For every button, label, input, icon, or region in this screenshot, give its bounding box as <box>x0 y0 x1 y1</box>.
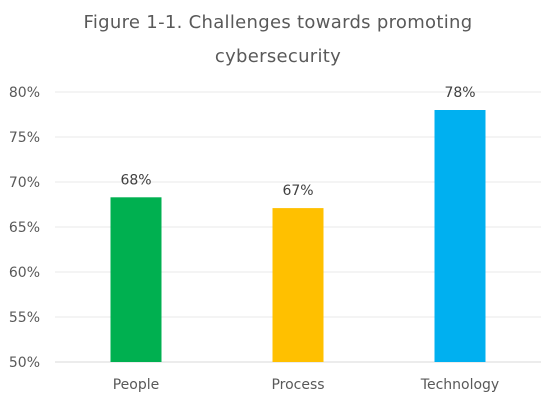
y-tick-label: 75% <box>9 130 40 146</box>
data-label-technology: 78% <box>444 85 475 101</box>
data-label-people: 68% <box>120 172 151 188</box>
x-tick-label: Process <box>271 377 324 393</box>
y-tick-label: 55% <box>9 310 40 326</box>
data-label-process: 67% <box>282 183 313 199</box>
y-tick-label: 80% <box>9 85 40 101</box>
x-tick-label: People <box>113 377 160 393</box>
bar-technology <box>434 110 486 362</box>
bar-people <box>110 197 162 362</box>
y-tick-label: 50% <box>9 355 40 371</box>
x-tick-label: Technology <box>420 377 499 393</box>
chart-title-line-2: cybersecurity <box>214 46 342 67</box>
y-tick-label: 60% <box>9 265 40 281</box>
y-tick-label: 65% <box>9 220 40 236</box>
y-tick-label: 70% <box>9 175 40 191</box>
bar-process <box>272 208 324 362</box>
chart-title-line-1: Figure 1-1. Challenges towards promoting <box>83 12 473 33</box>
